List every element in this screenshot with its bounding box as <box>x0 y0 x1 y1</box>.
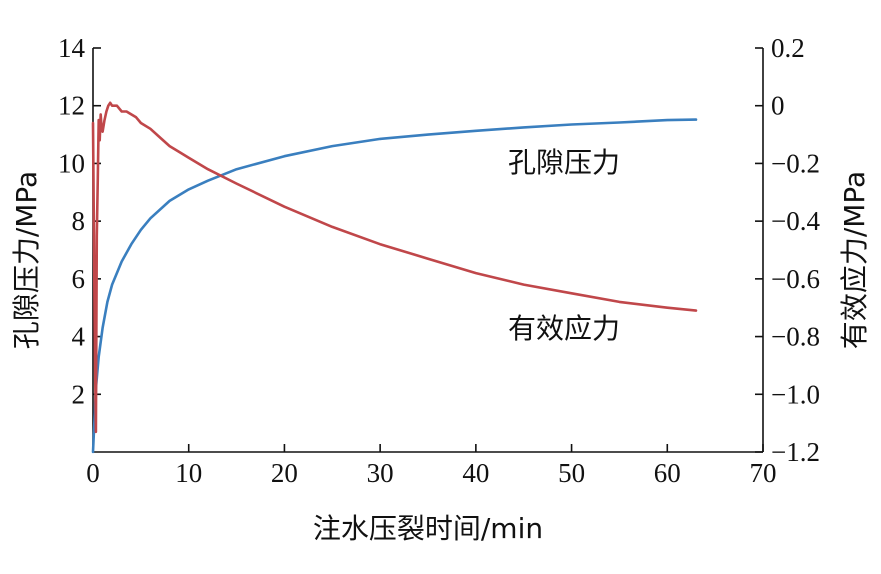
x-tick-label: 30 <box>367 458 394 488</box>
left-y-axis-title: 孔隙压力/MPa <box>10 171 43 349</box>
right-y-tick-label: −0.6 <box>771 264 820 294</box>
left-y-tick-label: 6 <box>72 264 86 294</box>
right-y-tick-label: −0.2 <box>771 148 820 178</box>
left-y-tick-label: 2 <box>72 379 86 409</box>
right-y-axis-title: 有效应力/MPa <box>838 171 871 349</box>
right-y-tick-label: −1.0 <box>771 379 820 409</box>
right-y-tick-label: −0.8 <box>771 322 820 352</box>
x-tick-label: 70 <box>750 458 777 488</box>
left-y-tick-label: 4 <box>72 322 86 352</box>
x-tick-label: 40 <box>462 458 489 488</box>
x-tick-label: 50 <box>558 458 585 488</box>
pore-pressure-annotation: 孔隙压力 <box>508 146 620 179</box>
right-y-tick-label: 0 <box>771 91 785 121</box>
pore-pressure-line <box>91 118 698 454</box>
x-tick-label: 60 <box>654 458 681 488</box>
labels: 注水压裂时间/min 孔隙压力/MPa 有效应力/MPa 孔隙压力 有效应力 <box>10 146 871 545</box>
x-tick-label: 20 <box>271 458 298 488</box>
x-axis-title: 注水压裂时间/min <box>313 512 543 545</box>
x-tick-label: 10 <box>175 458 202 488</box>
left-y-tick-label: 10 <box>58 148 85 178</box>
series-layer <box>91 101 698 454</box>
left-y-tick-label: 8 <box>72 206 86 236</box>
x-tick-label: 0 <box>86 458 100 488</box>
left-y-tick-label: 12 <box>58 91 85 121</box>
effective-stress-annotation: 有效应力 <box>508 312 620 345</box>
right-y-tick-label: 0.2 <box>771 33 805 63</box>
effective-stress-line <box>91 101 698 434</box>
right-y-tick-label: −1.2 <box>771 437 820 467</box>
axes: 0 10 20 30 40 50 60 70 2 4 6 8 10 12 14 −1.2 −1.0 −0.8 −0.… <box>58 33 820 488</box>
right-y-tick-label: −0.4 <box>771 206 820 236</box>
left-y-tick-label: 14 <box>58 33 86 63</box>
